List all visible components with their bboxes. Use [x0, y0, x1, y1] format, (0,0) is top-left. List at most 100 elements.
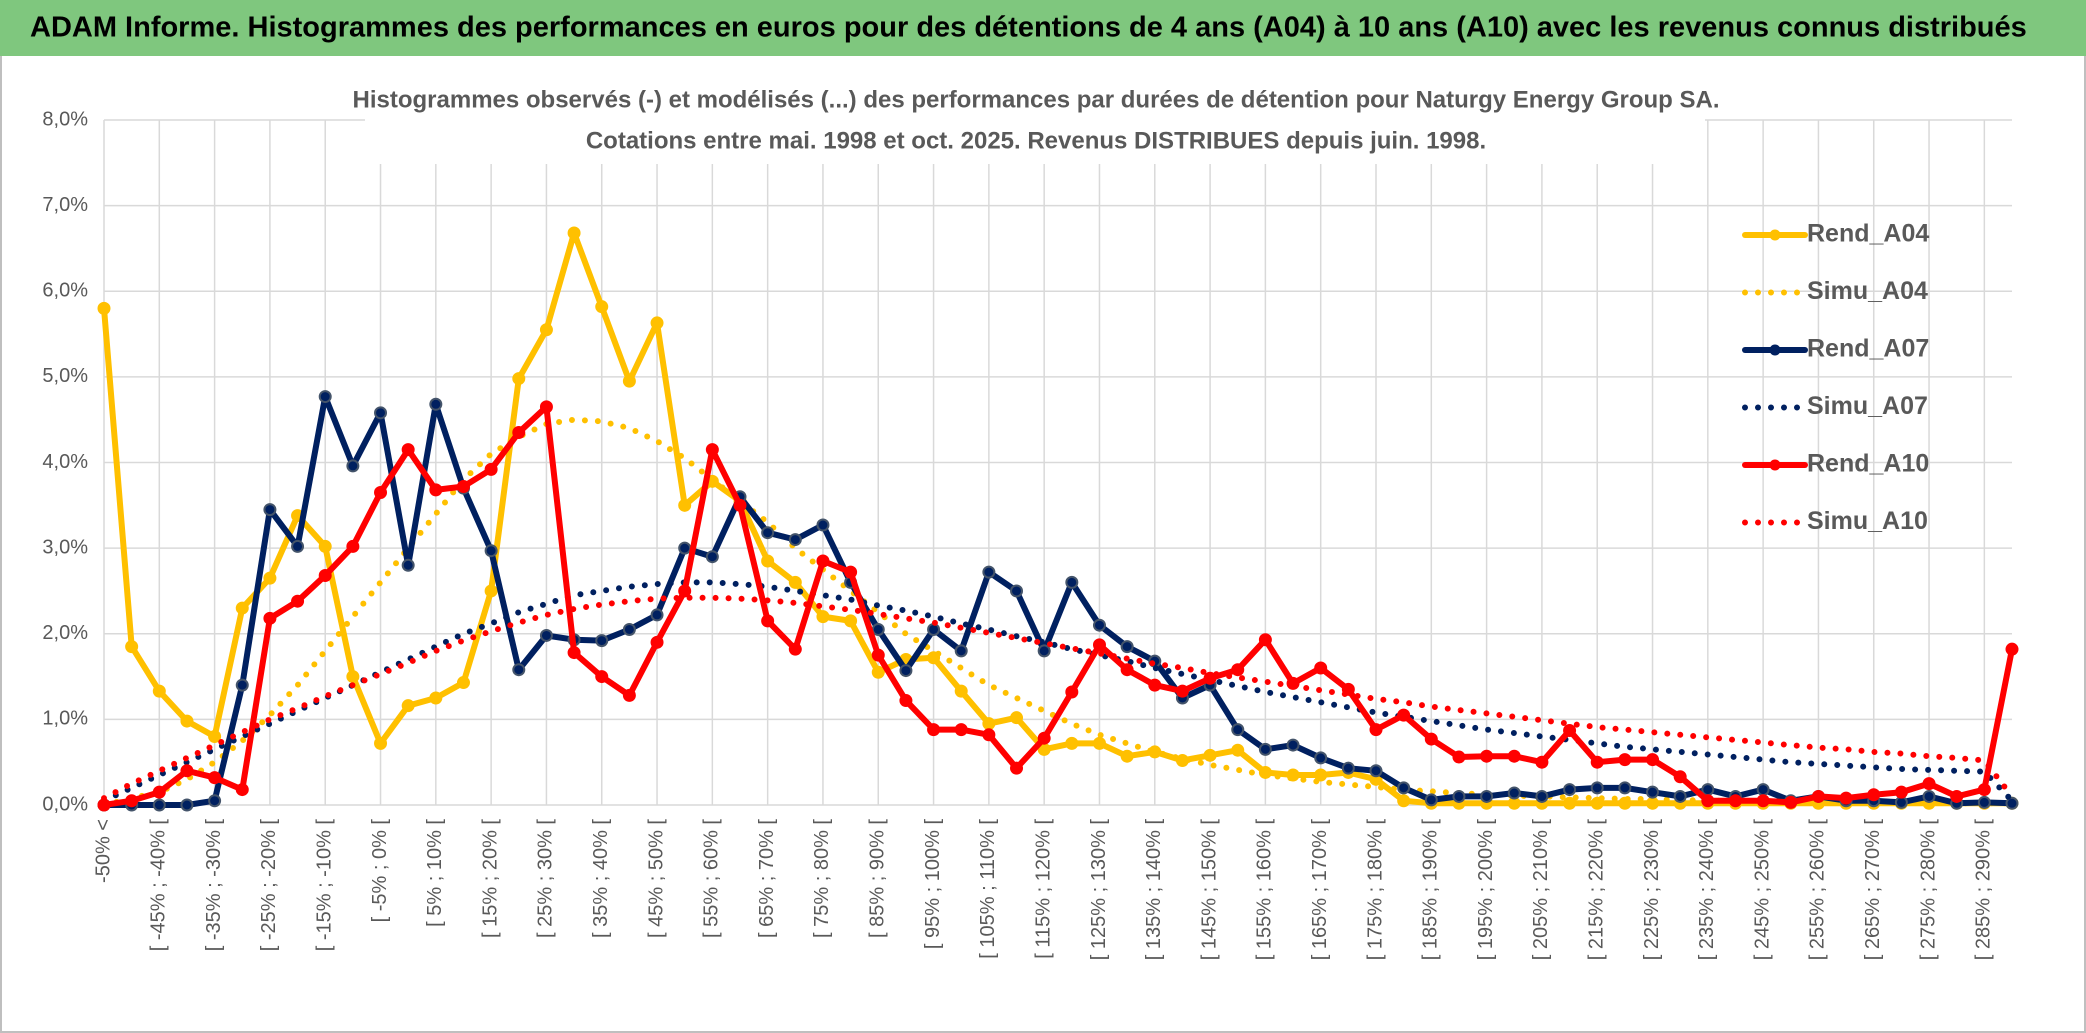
legend-label: Rend_A04 — [1807, 220, 1929, 248]
x-tick-label: [ 85% ; 90% [ — [867, 819, 889, 938]
point-marker — [816, 610, 830, 624]
point-marker — [1092, 638, 1106, 652]
point-marker — [1618, 753, 1632, 767]
point-marker — [1950, 789, 1964, 803]
point-marker — [1175, 684, 1189, 698]
point-marker — [595, 300, 609, 314]
legend-label: Simu_A04 — [1807, 277, 1928, 305]
x-tick-label: [ 155% ; 160% [ — [1254, 819, 1276, 961]
point-marker — [595, 634, 609, 648]
legend-label: Rend_A07 — [1807, 335, 1929, 363]
series-line — [101, 579, 2015, 804]
point-marker — [650, 608, 664, 622]
point-marker — [1010, 711, 1024, 725]
point-marker — [512, 372, 526, 386]
point-marker — [401, 443, 415, 457]
point-marker — [1120, 640, 1134, 654]
y-tick-label: 8,0% — [42, 108, 88, 130]
point-marker — [1397, 794, 1411, 808]
point-marker — [954, 644, 968, 658]
x-tick-label: [ 175% ; 180% [ — [1364, 819, 1386, 961]
point-marker — [152, 684, 166, 698]
header-title: ADAM Informe. Histogrammes des performan… — [30, 12, 2027, 44]
point-marker — [1010, 584, 1024, 598]
point-marker — [1563, 796, 1577, 810]
point-marker — [899, 694, 913, 708]
point-marker — [816, 554, 830, 568]
point-marker — [180, 764, 194, 778]
x-tick-label: [ 205% ; 210% [ — [1530, 819, 1552, 961]
point-marker — [484, 584, 498, 598]
point-marker — [595, 670, 609, 684]
point-marker — [567, 646, 581, 660]
point-marker — [761, 526, 775, 540]
point-marker — [235, 678, 249, 692]
point-marker — [97, 798, 111, 812]
y-tick-label: 0,0% — [42, 793, 88, 815]
x-tick-label: [ -15% ; -10% [ — [313, 819, 335, 952]
x-tick-label: [ 275% ; 280% [ — [1917, 819, 1939, 961]
x-tick-label: [ 115% ; 120% [ — [1032, 819, 1054, 959]
point-marker — [429, 397, 443, 411]
point-marker — [1480, 789, 1494, 803]
point-marker — [1092, 618, 1106, 632]
x-tick-label: [ 105% ; 110% [ — [977, 819, 999, 959]
point-marker — [235, 783, 249, 797]
point-marker — [844, 614, 858, 628]
point-marker — [125, 794, 139, 808]
point-marker — [2005, 642, 2019, 656]
point-marker — [899, 664, 913, 678]
point-marker — [1646, 785, 1660, 799]
x-tick-label: [ -35% ; -30% [ — [203, 819, 225, 952]
x-tick-label: [ 215% ; 220% [ — [1585, 819, 1607, 961]
point-marker — [539, 400, 553, 414]
x-tick-label: [ 245% ; 250% [ — [1751, 819, 1773, 961]
point-marker — [954, 723, 968, 737]
point-marker — [456, 479, 470, 493]
point-marker — [1563, 783, 1577, 797]
x-tick-label: [ 35% ; 40% [ — [590, 819, 612, 938]
header-band — [0, 0, 2086, 56]
point-marker — [1452, 789, 1466, 803]
x-tick-label: [ 125% ; 130% [ — [1088, 819, 1110, 961]
point-marker — [678, 498, 692, 512]
point-marker — [152, 798, 166, 812]
point-marker — [1065, 575, 1079, 589]
point-marker — [871, 665, 885, 679]
point-marker — [512, 663, 526, 677]
chart-subtitle: Cotations entre mai. 1998 et oct. 2025. … — [586, 127, 1486, 154]
x-tick-label: [ 285% ; 290% [ — [1973, 819, 1995, 961]
x-tick-label: [ 195% ; 200% [ — [1475, 819, 1497, 961]
point-marker — [1231, 743, 1245, 757]
x-tick-label: [ 235% ; 240% [ — [1696, 819, 1718, 961]
point-marker — [1977, 795, 1991, 809]
point-marker — [263, 611, 277, 625]
y-tick-label: 2,0% — [42, 622, 88, 644]
point-marker — [1397, 781, 1411, 795]
point-marker — [1839, 791, 1853, 805]
point-marker — [1590, 755, 1604, 769]
point-marker — [401, 558, 415, 572]
point-marker — [208, 794, 222, 808]
point-marker — [1535, 755, 1549, 769]
point-marker — [429, 483, 443, 497]
legend-marker — [1769, 459, 1781, 471]
point-marker — [1424, 793, 1438, 807]
point-marker — [788, 533, 802, 547]
point-marker — [927, 723, 941, 737]
point-marker — [1452, 750, 1466, 764]
point-marker — [1673, 770, 1687, 784]
point-marker — [1867, 788, 1881, 802]
legend-label: Rend_A10 — [1807, 450, 1929, 478]
point-marker — [512, 426, 526, 440]
point-marker — [1258, 742, 1272, 756]
point-marker — [1701, 794, 1715, 808]
point-marker — [1120, 663, 1134, 677]
legend-label: Simu_A10 — [1807, 507, 1928, 535]
point-marker — [539, 323, 553, 337]
point-marker — [650, 635, 664, 649]
point-marker — [1977, 783, 1991, 797]
point-marker — [871, 648, 885, 662]
